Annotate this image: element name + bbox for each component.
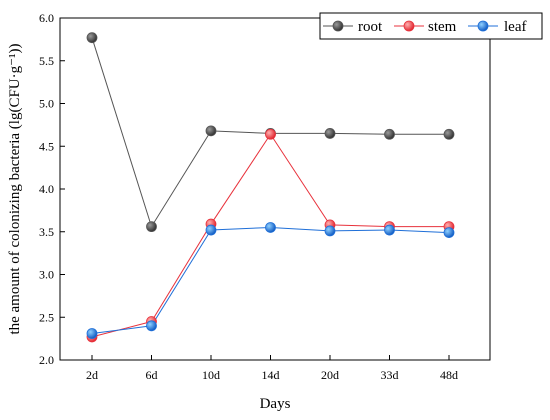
y-axis-title: the amount of colonizing bacteria (lg(CF… (7, 43, 23, 334)
data-point-stem (265, 128, 276, 140)
y-tick-label: 4.0 (39, 182, 54, 196)
data-point-root (86, 32, 98, 44)
data-point-root (443, 128, 455, 140)
data-point-leaf (324, 225, 336, 237)
series-layer (86, 32, 455, 343)
x-tick-label: 6d (146, 368, 158, 382)
x-tick-label: 48d (440, 368, 458, 382)
data-point-leaf (265, 222, 276, 233)
series-line-leaf (91, 226, 450, 334)
y-tick-label: 3.0 (39, 268, 54, 282)
data-point-leaf (205, 224, 217, 236)
data-point-root (384, 128, 395, 140)
data-point-leaf (146, 320, 157, 332)
legend-marker-stem (403, 20, 415, 32)
legend-box (319, 12, 543, 40)
y-tick-label: 5.0 (39, 97, 54, 111)
legend-marker-leaf (477, 20, 489, 32)
x-axis-title: Days (260, 396, 291, 412)
y-tick-label: 3.5 (39, 225, 54, 239)
data-point-root (205, 125, 217, 137)
y-axis: 2.0 2.5 3.0 3.5 4.0 4.5 5.0 5.5 6.0 (39, 11, 65, 367)
x-axis: 2d 6d 10d 14d 20d 33d 48d (86, 355, 458, 382)
data-point-leaf (384, 224, 395, 236)
series-line-stem (91, 133, 449, 338)
x-tick-label: 2d (86, 368, 98, 382)
x-tick-label: 10d (202, 368, 220, 382)
y-tick-label: 2.5 (39, 310, 54, 324)
data-point-leaf (443, 227, 455, 239)
data-point-root (146, 221, 157, 233)
legend: root stem leaf (319, 12, 543, 40)
x-tick-label: 20d (321, 368, 339, 382)
x-tick-label: 14d (262, 368, 280, 382)
legend-label-stem: stem (428, 19, 457, 35)
legend-label-root: root (358, 19, 383, 35)
y-tick-label: 4.5 (39, 139, 54, 153)
data-point-root (324, 128, 336, 139)
legend-label-leaf: leaf (504, 19, 526, 35)
y-tick-label: 5.5 (39, 54, 54, 68)
x-tick-label: 33d (381, 368, 399, 382)
data-point-leaf (86, 328, 98, 339)
y-tick-label: 2.0 (39, 353, 54, 367)
y-tick-label: 6.0 (39, 11, 54, 25)
legend-marker-root (332, 20, 344, 32)
plot-area (59, 17, 491, 361)
